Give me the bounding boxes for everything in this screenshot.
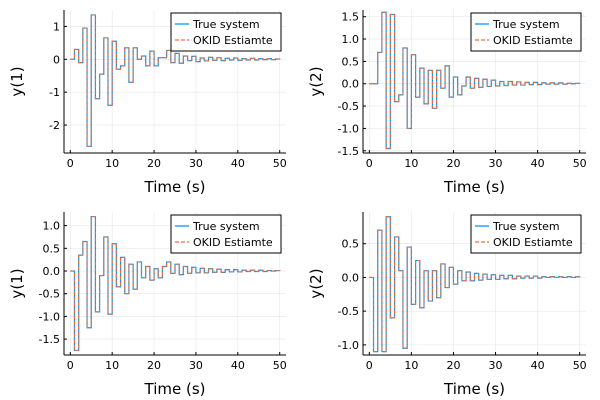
- legend-label: True system: [192, 220, 260, 233]
- y-tick-label: 0.0: [342, 78, 360, 91]
- series-line-okid-estimate: [70, 14, 281, 147]
- y-tick-label: -0.5: [338, 305, 359, 318]
- x-tick-label: 20: [446, 359, 460, 372]
- legend-label: OKID Estiamte: [193, 236, 273, 249]
- x-tick-label: 10: [105, 157, 119, 170]
- legend-box: [470, 12, 582, 52]
- series-line-okid-estimate: [70, 215, 281, 352]
- y-tick-label: -1.0: [338, 122, 359, 135]
- legend-label: True system: [192, 18, 260, 31]
- y-tick-label: 0.0: [342, 271, 360, 284]
- y-tick-label: 0.5: [342, 238, 360, 251]
- legend-box: [170, 12, 282, 52]
- y-tick-label: 1: [53, 20, 60, 33]
- x-tick-label: 30: [489, 157, 503, 170]
- legend: True system OKID Estiamte: [470, 214, 582, 254]
- y-tick-label: 0.0: [43, 265, 61, 278]
- y-tick-label: -0.5: [338, 100, 359, 113]
- x-tick-label: 40: [531, 359, 545, 372]
- y-tick-label: 0.5: [342, 55, 360, 68]
- series-line-okid-estimate: [369, 11, 581, 150]
- y-tick-label: -1.5: [39, 333, 60, 346]
- subplot-2: 0 10 20 30 40 50 1.5 1.0 0.5 0.0 -0.5 -1.0 -1.5 Time …: [307, 10, 587, 196]
- y-tick-label: 1.5: [342, 11, 360, 24]
- subplot-3: 0 10 20 30 40 50 1.0 0.5 0.0 -0.5 -1.0 -1.5 Time (s)…: [8, 212, 287, 398]
- y-tick-label: 0.5: [43, 242, 61, 255]
- y-tick-label: -1.5: [338, 145, 359, 158]
- x-tick-label: 0: [366, 359, 373, 372]
- y-tick-label: 1.0: [43, 220, 61, 233]
- legend: True system OKID Estiamte: [470, 12, 582, 52]
- y-axis-label: y(2): [307, 66, 325, 96]
- x-axis-label: Time (s): [443, 178, 505, 196]
- legend-label: OKID Estiamte: [493, 34, 573, 47]
- x-tick-label: 40: [531, 157, 545, 170]
- x-tick-label: 10: [404, 157, 418, 170]
- x-tick-label: 50: [273, 157, 287, 170]
- y-tick-label: -1.0: [39, 310, 60, 323]
- x-tick-label: 20: [147, 157, 161, 170]
- y-axis-label: y(1): [8, 268, 26, 298]
- y-tick-label: -1.0: [338, 339, 359, 352]
- x-tick-label: 50: [573, 359, 587, 372]
- x-axis-label: Time (s): [144, 380, 206, 398]
- y-tick-label: 1.0: [342, 33, 360, 46]
- legend-box: [170, 214, 282, 254]
- y-axis-label: y(2): [307, 268, 325, 298]
- x-tick-label: 50: [573, 157, 587, 170]
- x-tick-label: 40: [231, 359, 245, 372]
- legend-label: True system: [492, 18, 560, 31]
- legend: True system OKID Estiamte: [170, 214, 282, 254]
- x-tick-label: 30: [189, 359, 203, 372]
- legend-box: [470, 214, 582, 254]
- y-tick-label: -0.5: [39, 288, 60, 301]
- x-axis-label: Time (s): [144, 178, 206, 196]
- x-tick-label: 0: [67, 157, 74, 170]
- x-tick-label: 30: [489, 359, 503, 372]
- series-line-okid-estimate: [369, 216, 581, 353]
- subplot-4: 0 10 20 30 40 50 0.5 0.0 -0.5 -1.0 Time (s) y(2) Tru…: [307, 212, 587, 398]
- y-axis-label: y(1): [8, 66, 26, 96]
- x-axis-label: Time (s): [443, 380, 505, 398]
- legend-label: OKID Estiamte: [193, 34, 273, 47]
- x-tick-label: 10: [105, 359, 119, 372]
- x-tick-label: 20: [446, 157, 460, 170]
- y-tick-label: 0: [53, 53, 60, 66]
- x-tick-label: 30: [189, 157, 203, 170]
- y-tick-label: -2: [49, 119, 60, 132]
- legend: True system OKID Estiamte: [170, 12, 282, 52]
- x-tick-label: 0: [366, 157, 373, 170]
- x-tick-label: 0: [67, 359, 74, 372]
- x-tick-label: 40: [231, 157, 245, 170]
- y-tick-label: -1: [49, 86, 60, 99]
- x-tick-label: 20: [147, 359, 161, 372]
- legend-label: True system: [492, 220, 560, 233]
- legend-label: OKID Estiamte: [493, 236, 573, 249]
- x-tick-label: 50: [273, 359, 287, 372]
- x-tick-label: 10: [404, 359, 418, 372]
